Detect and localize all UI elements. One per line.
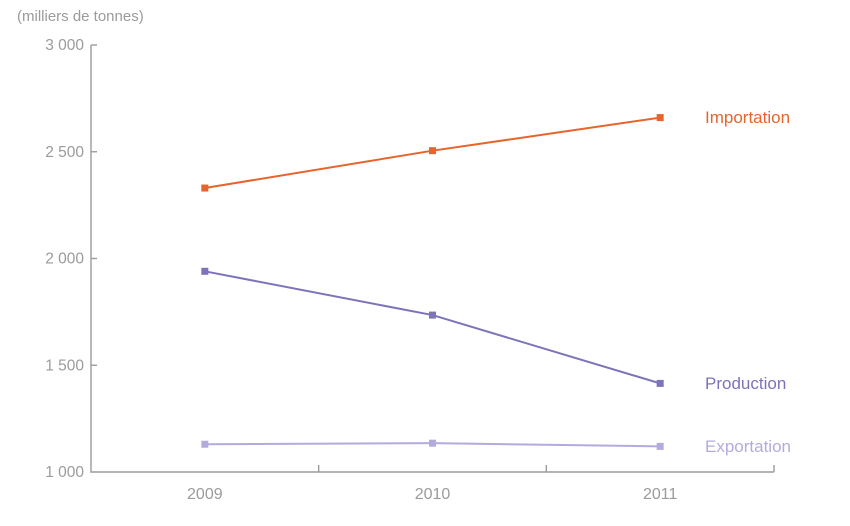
x-tick-label: 2011 (643, 486, 678, 503)
series-label-production: Production (705, 374, 786, 393)
x-tick-label: 2009 (187, 486, 223, 503)
y-tick-label: 2 500 (45, 144, 84, 161)
series-marker-production (656, 379, 664, 387)
series-label-importation: Importation (705, 108, 790, 127)
x-tick-label: 2010 (415, 486, 451, 503)
series-marker-production (201, 267, 209, 275)
axes (90, 45, 774, 473)
series-marker-importation (429, 147, 436, 155)
y-tick-label: 1 000 (45, 464, 84, 481)
series-marker-exportation (201, 440, 209, 448)
y-tick-label: 2 000 (45, 251, 84, 268)
series-marker-exportation (656, 442, 664, 450)
series-marker-importation (201, 184, 209, 192)
series-marker-exportation (429, 439, 436, 447)
chart-title: (milliers de tonnes) (17, 8, 144, 25)
y-tick-label: 1 500 (45, 357, 84, 374)
series-line-production (204, 270, 661, 385)
y-tick-label: 3 000 (45, 37, 84, 54)
series-label-exportation: Exportation (705, 437, 791, 456)
series-marker-importation (656, 114, 664, 122)
series-marker-production (429, 311, 436, 319)
